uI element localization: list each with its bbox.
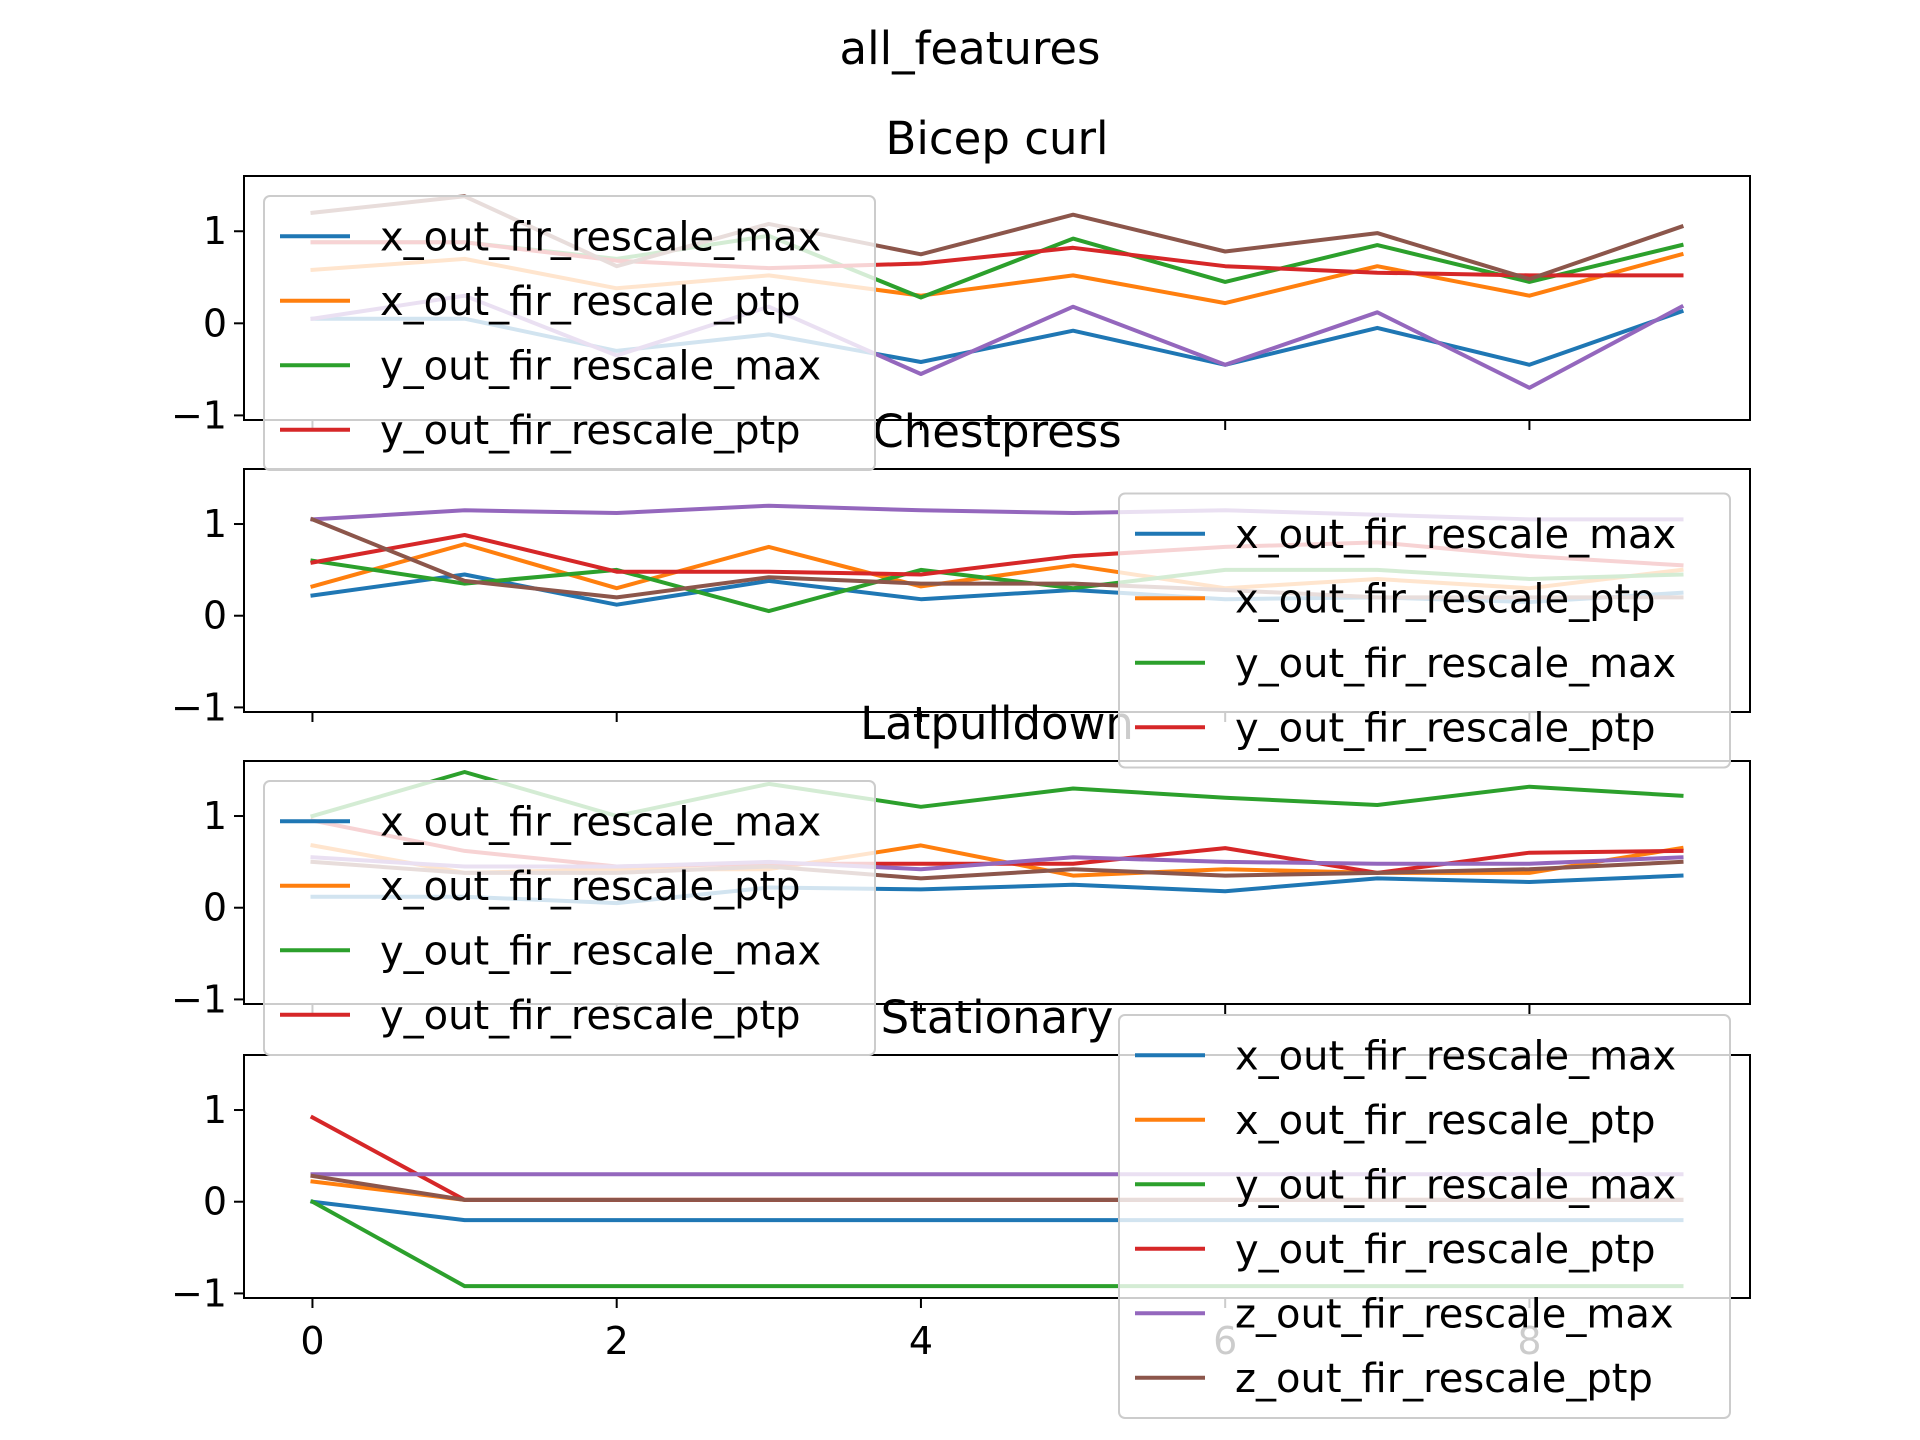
legend-label: x_out_fir_rescale_max	[1235, 512, 1676, 558]
legend-stationary: x_out_fir_rescale_max x_out_fir_rescale_p…	[1118, 1014, 1731, 1419]
panel-title: Chestpress	[872, 405, 1121, 458]
figure-suptitle: all_features	[840, 22, 1101, 75]
axes-frame	[243, 468, 1751, 713]
x-tick-label: 4	[909, 1319, 933, 1363]
legend-chestpress: x_out_fir_rescale_max x_out_fir_rescale_p…	[1118, 492, 1731, 769]
y-tick-label: −1	[171, 393, 227, 437]
x-tick-label: 2	[605, 1319, 629, 1363]
panel-title: Stationary	[881, 991, 1114, 1044]
legend-label: y_out_fir_rescale_ptp	[380, 408, 801, 454]
legend-label: x_out_fir_rescale_ptp	[1235, 576, 1656, 622]
legend-label: y_out_fir_rescale_ptp	[1235, 1227, 1656, 1273]
axes-frame	[243, 760, 1751, 1005]
legend-box	[1118, 492, 1731, 769]
y-tick-label: 0	[203, 301, 227, 345]
legend-latpulldown: x_out_fir_rescale_max x_out_fir_rescale_p…	[263, 780, 876, 1056]
legend-label: y_out_fir_rescale_max	[380, 928, 821, 974]
panel-title: Bicep curl	[886, 112, 1109, 165]
y-tick-label: 0	[203, 886, 227, 930]
y-tick-label: −1	[171, 685, 227, 729]
legend-box	[1118, 1014, 1731, 1419]
y-tick-label: 1	[203, 209, 227, 253]
legend-label: x_out_fir_rescale_max	[380, 214, 821, 260]
legend-label: z_out_fir_rescale_max	[1235, 1291, 1674, 1337]
y-tick-label: 1	[203, 794, 227, 838]
panel-title: Latpulldown	[860, 697, 1134, 750]
legend-label: y_out_fir_rescale_max	[1235, 1162, 1676, 1208]
legend-label: y_out_fir_rescale_ptp	[380, 993, 801, 1039]
legend-label: x_out_fir_rescale_max	[380, 799, 821, 845]
legend-label: x_out_fir_rescale_ptp	[380, 279, 801, 325]
x-tick-label: 0	[300, 1319, 324, 1363]
y-tick-label: 1	[203, 502, 227, 546]
y-tick-label: 1	[203, 1088, 227, 1132]
legend-label: y_out_fir_rescale_ptp	[1235, 705, 1656, 751]
legend-label: y_out_fir_rescale_max	[1235, 641, 1676, 687]
legend-label: x_out_fir_rescale_ptp	[380, 864, 801, 910]
axes-frame	[243, 175, 1751, 421]
y-tick-label: −1	[171, 977, 227, 1021]
legend-bicep-curl: x_out_fir_rescale_max x_out_fir_rescale_p…	[263, 195, 876, 471]
legend-label: x_out_fir_rescale_ptp	[1235, 1098, 1656, 1144]
axes-frame	[243, 1054, 1751, 1299]
legend-label: x_out_fir_rescale_max	[1235, 1033, 1676, 1079]
legend-label: z_out_fir_rescale_ptp	[1235, 1356, 1653, 1402]
y-tick-label: 0	[203, 1180, 227, 1224]
legend-label: y_out_fir_rescale_max	[380, 343, 821, 389]
legend-box	[263, 195, 876, 471]
legend-box	[263, 780, 876, 1056]
y-tick-label: 0	[203, 594, 227, 638]
y-tick-label: −1	[171, 1271, 227, 1315]
